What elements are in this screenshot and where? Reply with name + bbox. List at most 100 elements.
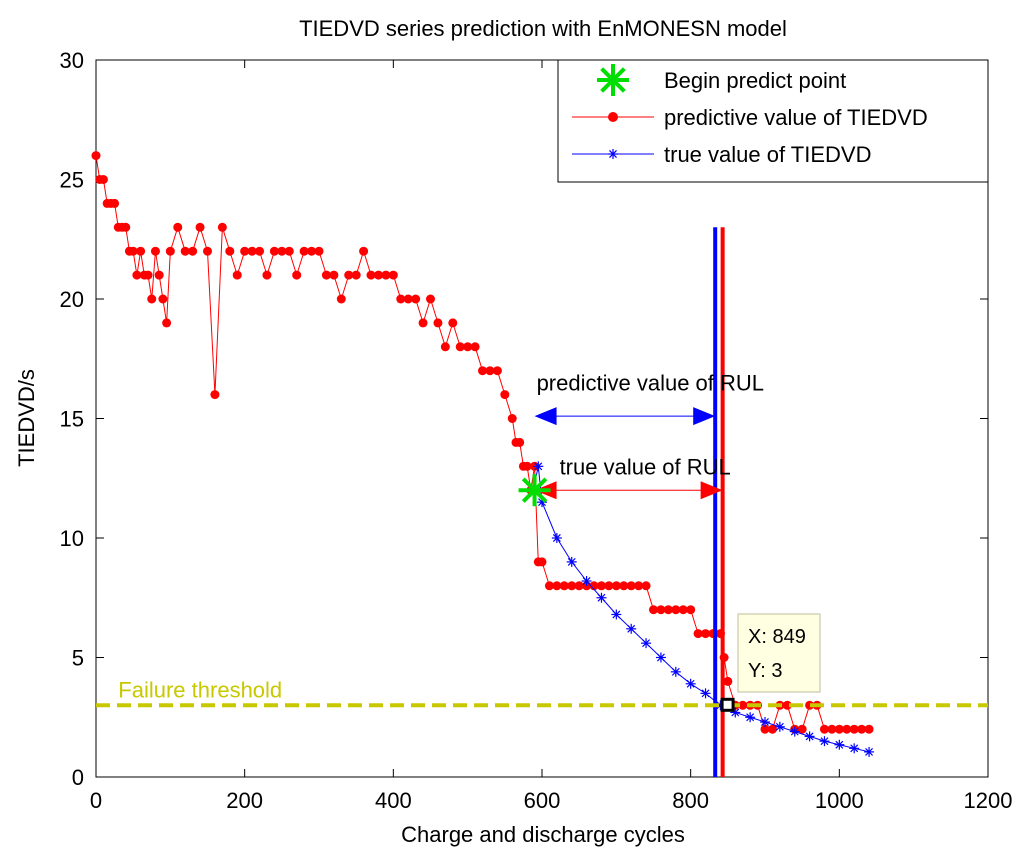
data-point-true-stroke — [597, 593, 606, 602]
data-point-true-stroke — [671, 667, 680, 676]
legend-item: true value of TIEDVD — [572, 142, 871, 167]
data-point-predictive — [455, 342, 465, 352]
data-point-predictive — [128, 246, 138, 256]
data-point-true — [864, 746, 875, 757]
data-point-predictive — [500, 390, 510, 400]
data-point-true-stroke — [775, 722, 784, 731]
data-point-predictive — [336, 294, 346, 304]
data-point-true — [626, 623, 637, 634]
data-point-predictive — [173, 222, 183, 232]
legend: Begin predict point predictive value of T… — [557, 59, 989, 183]
data-point-predictive — [314, 246, 324, 256]
x-tick-label: 600 — [524, 788, 561, 813]
rul-annotation-label: true value of RUL — [560, 454, 731, 479]
datatip-x-label: X: 849 — [748, 626, 806, 648]
data-point-predictive — [165, 246, 175, 256]
data-point-predictive — [671, 605, 681, 615]
data-point-predictive — [180, 246, 190, 256]
data-point-true-stroke — [582, 577, 591, 585]
data-point-true — [655, 652, 666, 663]
data-point-predictive — [150, 246, 160, 256]
datatip-marker — [720, 697, 735, 712]
data-point-predictive — [463, 342, 473, 352]
legend-item: Begin predict point — [597, 64, 846, 96]
data-point-predictive — [351, 270, 361, 280]
x-axis-label: Charge and discharge cycles — [401, 822, 685, 847]
rul-arrow-head-right — [700, 481, 723, 500]
data-point-predictive — [589, 581, 599, 591]
legend-label: Begin predict point — [664, 68, 846, 93]
data-point-predictive — [656, 605, 666, 615]
legend-marker-asterisk — [608, 149, 618, 159]
data-point-predictive — [559, 581, 569, 591]
data-point-predictive — [448, 318, 458, 328]
data-point-predictive — [121, 222, 131, 232]
data-point-true-stroke — [534, 462, 543, 471]
data-point-predictive — [693, 629, 703, 639]
data-point-predictive — [373, 270, 383, 280]
data-point-predictive — [366, 270, 376, 280]
data-point-predictive — [195, 222, 205, 232]
data-point-predictive — [663, 605, 673, 615]
data-point-predictive — [478, 366, 488, 376]
data-point-true-stroke — [642, 639, 651, 648]
plot-area: 0 200 400 600 800 1000 1200 0 5 10 15 20 25 30 Failure… — [60, 48, 1013, 813]
data-point-predictive — [574, 581, 584, 591]
data-point-true — [760, 717, 770, 728]
datatip-y-label: Y: 3 — [748, 660, 782, 682]
rul-annotation: predictive value of RUL — [534, 371, 764, 426]
data-point-predictive — [797, 724, 807, 734]
rul-annotation: true value of RUL — [534, 454, 731, 500]
data-point-predictive — [426, 294, 435, 304]
data-point-true — [566, 556, 577, 567]
data-point-predictive — [307, 246, 317, 256]
data-point-predictive — [321, 270, 331, 280]
legend-item: predictive value of TIEDVD — [572, 105, 928, 130]
data-point-predictive — [147, 294, 157, 304]
data-point-predictive — [515, 437, 525, 447]
data-point-true-stroke — [656, 653, 665, 662]
y-tick-label: 0 — [72, 765, 84, 790]
data-point-true — [774, 721, 785, 732]
data-point-true — [611, 609, 622, 620]
data-point-predictive — [619, 581, 629, 591]
data-point-predictive — [403, 294, 413, 304]
data-point-true — [700, 688, 711, 699]
data-point-true-stroke — [567, 557, 576, 566]
legend-marker-star-stroke — [600, 67, 626, 93]
data-point-predictive — [232, 270, 242, 280]
data-point-predictive — [723, 676, 733, 686]
data-point-predictive — [849, 724, 859, 734]
data-point-predictive — [522, 461, 532, 471]
y-tick-label: 30 — [60, 48, 84, 73]
data-point-predictive — [158, 294, 168, 304]
data-point-predictive — [507, 414, 517, 423]
x-tick-label: 1000 — [815, 788, 864, 813]
data-point-true — [849, 743, 860, 754]
data-point-true — [670, 666, 681, 677]
data-point-predictive — [626, 581, 636, 591]
data-point-predictive — [611, 581, 621, 591]
legend-marker-star — [597, 64, 629, 96]
data-point-predictive — [634, 581, 644, 591]
y-tick-label: 20 — [60, 287, 84, 312]
data-point-predictive — [760, 724, 770, 734]
data-point-true-stroke — [835, 740, 844, 749]
data-point-true-stroke — [627, 624, 636, 633]
data-point-predictive — [649, 605, 658, 615]
data-point-predictive — [411, 294, 421, 304]
data-point-predictive — [292, 270, 302, 280]
y-tick-label: 25 — [60, 168, 84, 193]
data-point-predictive — [604, 581, 614, 591]
data-point-true-stroke — [805, 732, 814, 741]
data-point-predictive — [567, 581, 577, 591]
data-point-true-stroke — [850, 744, 859, 753]
data-point-predictive — [596, 581, 606, 591]
data-point-predictive — [805, 700, 815, 710]
data-point-predictive — [440, 342, 450, 352]
data-point-predictive — [225, 246, 235, 256]
data-point-predictive — [857, 724, 867, 734]
data-point-predictive — [188, 246, 198, 256]
data-point-predictive — [537, 557, 547, 567]
legend-label: predictive value of TIEDVD — [664, 105, 928, 130]
